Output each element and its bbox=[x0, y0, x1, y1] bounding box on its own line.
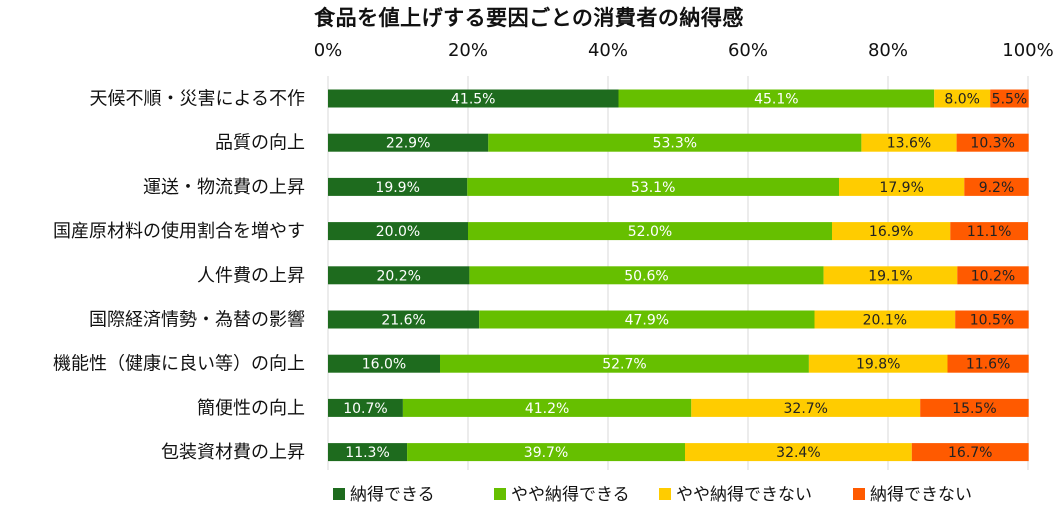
data-label: 16.7% bbox=[948, 445, 992, 461]
data-label: 10.7% bbox=[343, 401, 387, 417]
data-label: 20.1% bbox=[863, 313, 907, 329]
bar-segment bbox=[964, 177, 1029, 196]
bar-segment bbox=[402, 398, 692, 417]
bar-segment bbox=[328, 266, 470, 285]
category-label: 国産原材料の使用割合を増やす bbox=[53, 221, 305, 242]
bar-segment bbox=[955, 310, 1029, 329]
x-tick-label: 0% bbox=[314, 40, 343, 61]
data-label: 20.2% bbox=[376, 268, 420, 284]
bar-segment bbox=[328, 398, 403, 417]
data-label: 10.2% bbox=[971, 268, 1015, 284]
data-label: 17.9% bbox=[879, 180, 923, 196]
legend-label: やや納得できる bbox=[511, 485, 630, 505]
bar-segment bbox=[618, 89, 935, 108]
x-tick-label: 80% bbox=[868, 40, 908, 61]
bar-segment bbox=[468, 222, 832, 241]
data-label: 53.1% bbox=[631, 180, 675, 196]
bar-segment bbox=[956, 133, 1029, 152]
category-label: 天候不順・災害による不作 bbox=[90, 89, 305, 110]
bar-segment bbox=[328, 177, 468, 196]
bar-segment bbox=[407, 443, 685, 462]
bar-segment bbox=[839, 177, 965, 196]
category-label: 国際経済情勢・為替の影響 bbox=[89, 310, 305, 331]
bar-segment bbox=[691, 398, 921, 417]
x-tick-label: 60% bbox=[728, 40, 768, 61]
data-label: 21.6% bbox=[381, 313, 425, 329]
data-label: 39.7% bbox=[524, 445, 568, 461]
bar-segment bbox=[957, 266, 1029, 285]
category-label: 簡便性の向上 bbox=[197, 398, 305, 419]
bar-segment bbox=[467, 177, 839, 196]
bar-segment bbox=[328, 354, 440, 373]
data-label: 8.0% bbox=[944, 92, 980, 108]
bar-segment bbox=[823, 266, 958, 285]
bar-segment bbox=[328, 443, 408, 462]
legend-swatch bbox=[659, 488, 671, 500]
data-label: 47.9% bbox=[625, 313, 669, 329]
data-label: 5.5% bbox=[992, 92, 1028, 108]
bar-segment bbox=[947, 354, 1029, 373]
data-label: 16.0% bbox=[362, 357, 406, 373]
legend-label: やや納得できない bbox=[676, 485, 812, 505]
data-label: 32.7% bbox=[784, 401, 828, 417]
x-tick-label: 40% bbox=[588, 40, 628, 61]
legend-swatch bbox=[494, 488, 506, 500]
category-label: 機能性（健康に良い等）の向上 bbox=[53, 354, 305, 375]
data-label: 11.1% bbox=[967, 224, 1011, 240]
category-label: 品質の向上 bbox=[215, 133, 305, 154]
bar-segment bbox=[990, 89, 1029, 108]
data-label: 16.9% bbox=[869, 224, 913, 240]
data-label: 41.5% bbox=[451, 92, 495, 108]
bar-segment bbox=[328, 310, 480, 329]
x-tick-label: 100% bbox=[1002, 40, 1053, 61]
bar-segment bbox=[920, 398, 1029, 417]
data-label: 10.3% bbox=[970, 136, 1014, 152]
data-label: 22.9% bbox=[386, 136, 430, 152]
data-label: 10.5% bbox=[970, 313, 1014, 329]
bar-segment bbox=[808, 354, 948, 373]
legend-label: 納得できる bbox=[350, 485, 435, 505]
legend-label: 納得できない bbox=[870, 485, 972, 505]
bar-segment bbox=[685, 443, 912, 462]
x-tick-label: 20% bbox=[448, 40, 488, 61]
bar-segment bbox=[934, 89, 991, 108]
data-label: 9.2% bbox=[979, 180, 1015, 196]
bar-segment bbox=[950, 222, 1028, 241]
bar-segment bbox=[814, 310, 956, 329]
data-label: 53.3% bbox=[653, 136, 697, 152]
category-label: 人件費の上昇 bbox=[197, 265, 305, 286]
bar-segment bbox=[832, 222, 951, 241]
data-label: 52.7% bbox=[602, 357, 646, 373]
category-label: 包装資材費の上昇 bbox=[161, 442, 305, 463]
bar-segment bbox=[861, 133, 957, 152]
bar-segment bbox=[479, 310, 815, 329]
data-label: 19.8% bbox=[856, 357, 900, 373]
data-label: 15.5% bbox=[952, 401, 996, 417]
data-label: 11.3% bbox=[345, 445, 389, 461]
chart-title: 食品を値上げする要因ごとの消費者の納得感 bbox=[314, 6, 744, 30]
legend-swatch bbox=[853, 488, 865, 500]
data-label: 32.4% bbox=[776, 445, 820, 461]
bar-segment bbox=[469, 266, 824, 285]
bar-segment bbox=[328, 89, 619, 108]
bar-segment bbox=[440, 354, 809, 373]
bar-segment bbox=[328, 222, 468, 241]
data-label: 20.0% bbox=[376, 224, 420, 240]
data-label: 41.2% bbox=[525, 401, 569, 417]
data-label: 13.6% bbox=[887, 136, 931, 152]
bar-segment bbox=[328, 133, 489, 152]
data-label: 45.1% bbox=[754, 92, 798, 108]
data-label: 50.6% bbox=[624, 268, 668, 284]
bar-segment bbox=[911, 443, 1029, 462]
data-label: 11.6% bbox=[966, 357, 1010, 373]
category-label: 運送・物流費の上昇 bbox=[143, 177, 305, 198]
data-label: 19.1% bbox=[868, 268, 912, 284]
data-label: 19.9% bbox=[375, 180, 419, 196]
bar-segment bbox=[488, 133, 862, 152]
legend-swatch bbox=[333, 488, 345, 500]
data-label: 52.0% bbox=[628, 224, 672, 240]
